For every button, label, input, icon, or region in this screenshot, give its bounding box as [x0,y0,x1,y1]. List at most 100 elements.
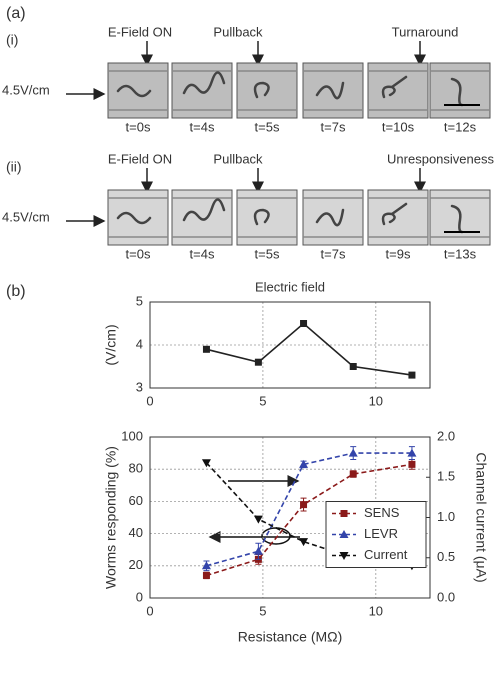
data-point [349,470,357,478]
worm [315,208,345,227]
worm [253,81,270,99]
data-point [300,320,308,327]
worm [253,208,270,226]
video-frame [429,189,491,246]
event-label: Turnaround [392,24,459,39]
time-label: t=12s [444,119,477,134]
series-line [205,462,413,567]
x-tick-label: 5 [259,603,266,618]
worm [381,202,408,226]
time-label: t=0s [126,246,151,261]
data-point [408,460,416,468]
data-point [408,371,416,379]
y-tick-label: 40 [129,525,143,540]
annotation-arrows [208,475,300,545]
x-axis-label: Resistance (MΩ) [238,629,343,645]
video-frame [107,189,169,246]
video-frame [367,62,429,119]
video-frame [236,62,298,119]
y2-tick-label: 2.0 [437,428,455,443]
y2-axis-label: Channel current (μA) [473,452,489,582]
y2-tick-label: 0.0 [437,589,455,604]
data-point [201,561,211,570]
video-frame [302,62,364,119]
y-tick-label: 4 [136,336,143,351]
data-point [254,358,262,366]
worm [182,198,226,222]
data-point [299,459,309,468]
data-point [300,501,308,509]
plot-frame [149,301,431,389]
field-label: 4.5V/cm [2,82,50,97]
event-label: Pullback [213,151,263,166]
panel-label: (b) [6,283,26,300]
event-label: E-Field ON [108,24,172,39]
legend-marker [340,510,348,517]
frame-image [171,189,233,246]
data-point [348,448,358,457]
time-label: t=7s [321,119,346,134]
legend-label: Current [364,547,408,562]
y-axis-label: Worms responding (%) [103,446,119,589]
x-tick-label: 5 [259,393,266,408]
legend-marker [339,530,349,538]
frame-image [171,62,233,119]
worm [315,81,345,100]
time-label: t=4s [190,119,215,134]
event-label: Unresponsiveness [387,151,494,166]
y2-tick-label: 0.5 [437,549,455,564]
worm [450,77,464,107]
worm [182,71,226,95]
data-point [202,571,210,579]
data-point [253,515,263,524]
time-label: t=5s [255,119,280,134]
video-frame [429,62,491,119]
data-point [253,546,263,555]
video-frame [171,62,233,119]
field-label: 4.5V/cm [2,209,50,224]
y-tick-label: 60 [129,493,143,508]
frame-image [367,62,429,119]
y-tick-label: 3 [136,379,143,394]
worm [450,204,464,234]
series-line [206,322,413,376]
x-tick-label: 0 [146,603,153,618]
event-label: E-Field ON [108,151,172,166]
y-tick-label: 0 [136,589,143,604]
y2-tick-label: 1.5 [437,469,455,484]
time-label: t=9s [386,246,411,261]
row-label: (ii) [6,159,22,175]
worm [381,75,408,99]
video-frame [171,189,233,246]
series-line [206,452,412,567]
x-tick-label: 0 [146,393,153,408]
video-frame [236,189,298,246]
video-frame [107,62,169,119]
y-tick-label: 100 [121,428,143,443]
legend-label: LEVR [364,526,398,541]
frame-image [367,189,429,246]
data-point [349,363,357,370]
y2-tick-label: 1.0 [437,509,455,524]
frame-image [236,62,298,119]
event-label: Pullback [213,24,263,39]
x-tick-label: 10 [369,393,383,408]
data-point [407,448,417,457]
legend-label: SENS [364,505,400,520]
plot-frame [149,436,431,599]
y-axis-label: (V/cm) [103,324,119,365]
worm [116,211,152,225]
data-point [299,538,309,547]
chart-title: Electric field [255,279,325,294]
y-tick-label: 5 [136,293,143,308]
time-label: t=5s [255,246,280,261]
series-line [206,463,413,577]
time-label: t=10s [382,119,415,134]
y-tick-label: 20 [129,557,143,572]
panel-label: (a) [6,5,26,22]
time-label: t=7s [321,246,346,261]
y-tick-label: 80 [129,461,143,476]
worm [116,84,152,98]
video-frame [302,189,364,246]
